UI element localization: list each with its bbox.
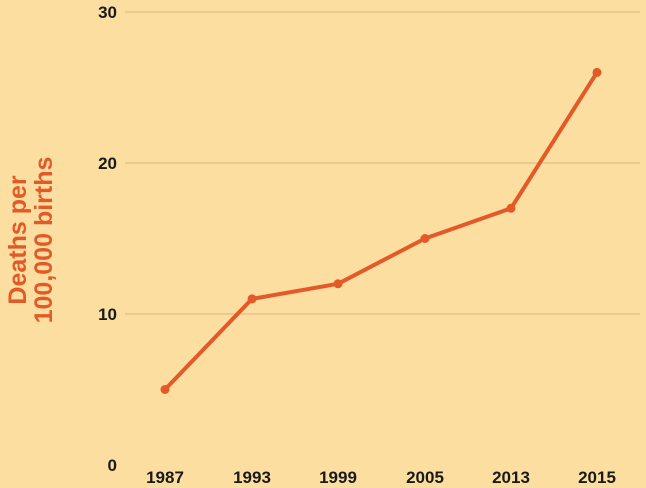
data-point (420, 234, 430, 243)
x-tick-label: 1999 (319, 468, 357, 487)
data-point (160, 385, 170, 394)
data-point (592, 67, 602, 77)
y-axis-label-line-1: Deaths per (4, 175, 32, 304)
y-tick-label: 0 (108, 456, 117, 475)
y-tick-label: 10 (98, 305, 117, 324)
x-tick-label: 2005 (406, 468, 444, 487)
y-tick-label: 30 (98, 3, 117, 22)
y-tick-label: 20 (98, 154, 117, 173)
x-tick-label: 2015 (578, 468, 616, 487)
x-tick-label: 1993 (233, 468, 271, 487)
y-axis-label-line-2: 100,000 births (30, 157, 58, 324)
data-point (247, 294, 257, 304)
x-tick-label: 1987 (146, 468, 184, 487)
x-axis-ticks: 1987 1993 1999 2005 2013 2015 (146, 468, 616, 487)
data-point (506, 203, 516, 213)
y-axis-label: Deaths per 100,000 births (4, 157, 58, 324)
x-tick-label: 2013 (492, 468, 530, 487)
series-line (163, 70, 599, 392)
y-axis-ticks: 0 10 20 30 (98, 3, 117, 475)
series-layer (160, 67, 602, 394)
gridlines (125, 11, 640, 315)
data-point (333, 279, 343, 289)
